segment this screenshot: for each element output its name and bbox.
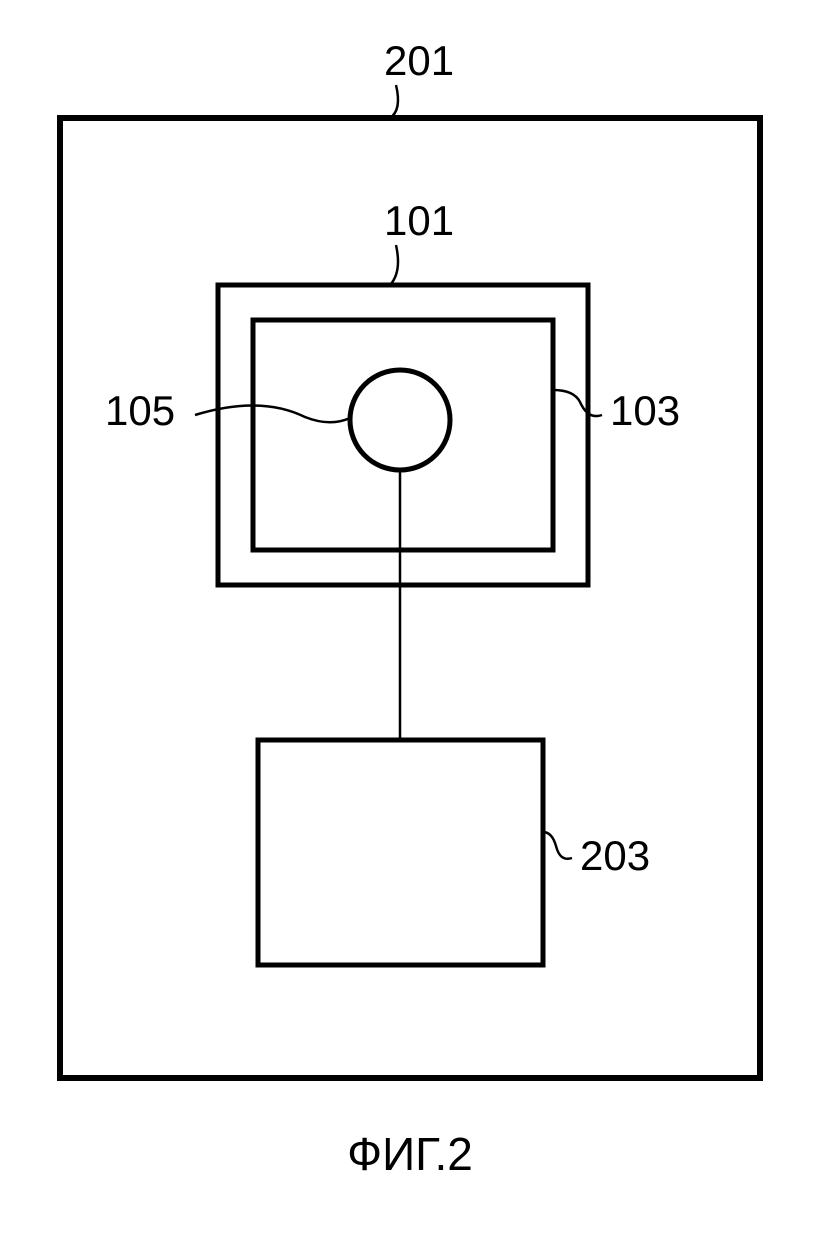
label-101: 101: [384, 197, 454, 244]
node-105: [350, 370, 450, 470]
figure-diagram: 201 101 105 103 203 ФИГ.2: [0, 0, 820, 1235]
figure-caption: ФИГ.2: [347, 1128, 473, 1180]
label-105: 105: [105, 387, 175, 434]
label-203: 203: [580, 832, 650, 879]
label-103: 103: [610, 387, 680, 434]
label-201: 201: [384, 37, 454, 84]
